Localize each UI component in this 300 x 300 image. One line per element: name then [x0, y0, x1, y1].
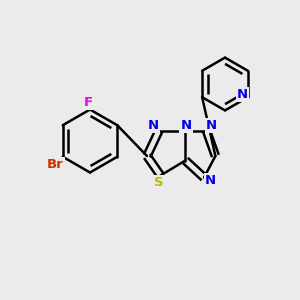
Text: N: N	[180, 118, 192, 132]
Text: S: S	[154, 176, 164, 189]
Text: N: N	[206, 118, 218, 132]
Text: F: F	[84, 96, 93, 110]
Text: Br: Br	[47, 158, 64, 171]
Text: N: N	[148, 118, 159, 132]
Text: N: N	[205, 174, 216, 187]
Text: N: N	[237, 88, 248, 101]
